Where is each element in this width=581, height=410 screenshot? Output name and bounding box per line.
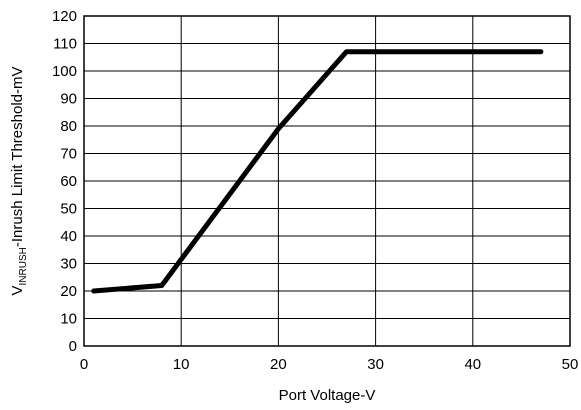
y-tick-label: 60 (60, 173, 77, 190)
grid-lines (83, 15, 571, 347)
y-tick-label: 0 (69, 338, 77, 355)
x-tick-label: 40 (464, 356, 481, 373)
y-tick-label: 40 (60, 228, 77, 245)
x-tick-label: 0 (80, 356, 88, 373)
x-tick-label: 10 (173, 356, 190, 373)
y-tick-label: 80 (60, 118, 77, 135)
x-axis-label: Port Voltage-V (279, 387, 376, 404)
y-tick-label: 50 (60, 201, 77, 218)
x-tick-labels: 0 10 20 30 40 50 (80, 356, 579, 373)
x-tick-label: 20 (270, 356, 287, 373)
y-tick-label: 110 (53, 36, 77, 53)
series-layer (91, 49, 544, 294)
y-tick-label: 20 (60, 283, 77, 300)
y-tick-label: 100 (52, 63, 77, 80)
y-tick-label: 70 (60, 146, 77, 163)
plot-frame (83, 15, 571, 347)
y-tick-label: 90 (60, 91, 77, 108)
x-tick-label: 30 (367, 356, 384, 373)
y-tick-label: 10 (60, 311, 77, 328)
y-axis-label-rest: -Inrush Limit Threshold-mV (9, 67, 26, 248)
y-axis-label-main: V (9, 285, 26, 295)
y-tick-label: 120 (52, 8, 77, 25)
y-tick-label: 30 (60, 256, 77, 273)
series-line (91, 49, 544, 294)
y-axis-label: VINRUSH-Inrush Limit Threshold-mV (9, 67, 29, 296)
y-tick-labels: 0 10 20 30 40 50 60 70 80 90 100 110 120 (52, 8, 77, 355)
y-axis-label-subscript: INRUSH (18, 247, 29, 285)
x-tick-label: 50 (562, 356, 579, 373)
